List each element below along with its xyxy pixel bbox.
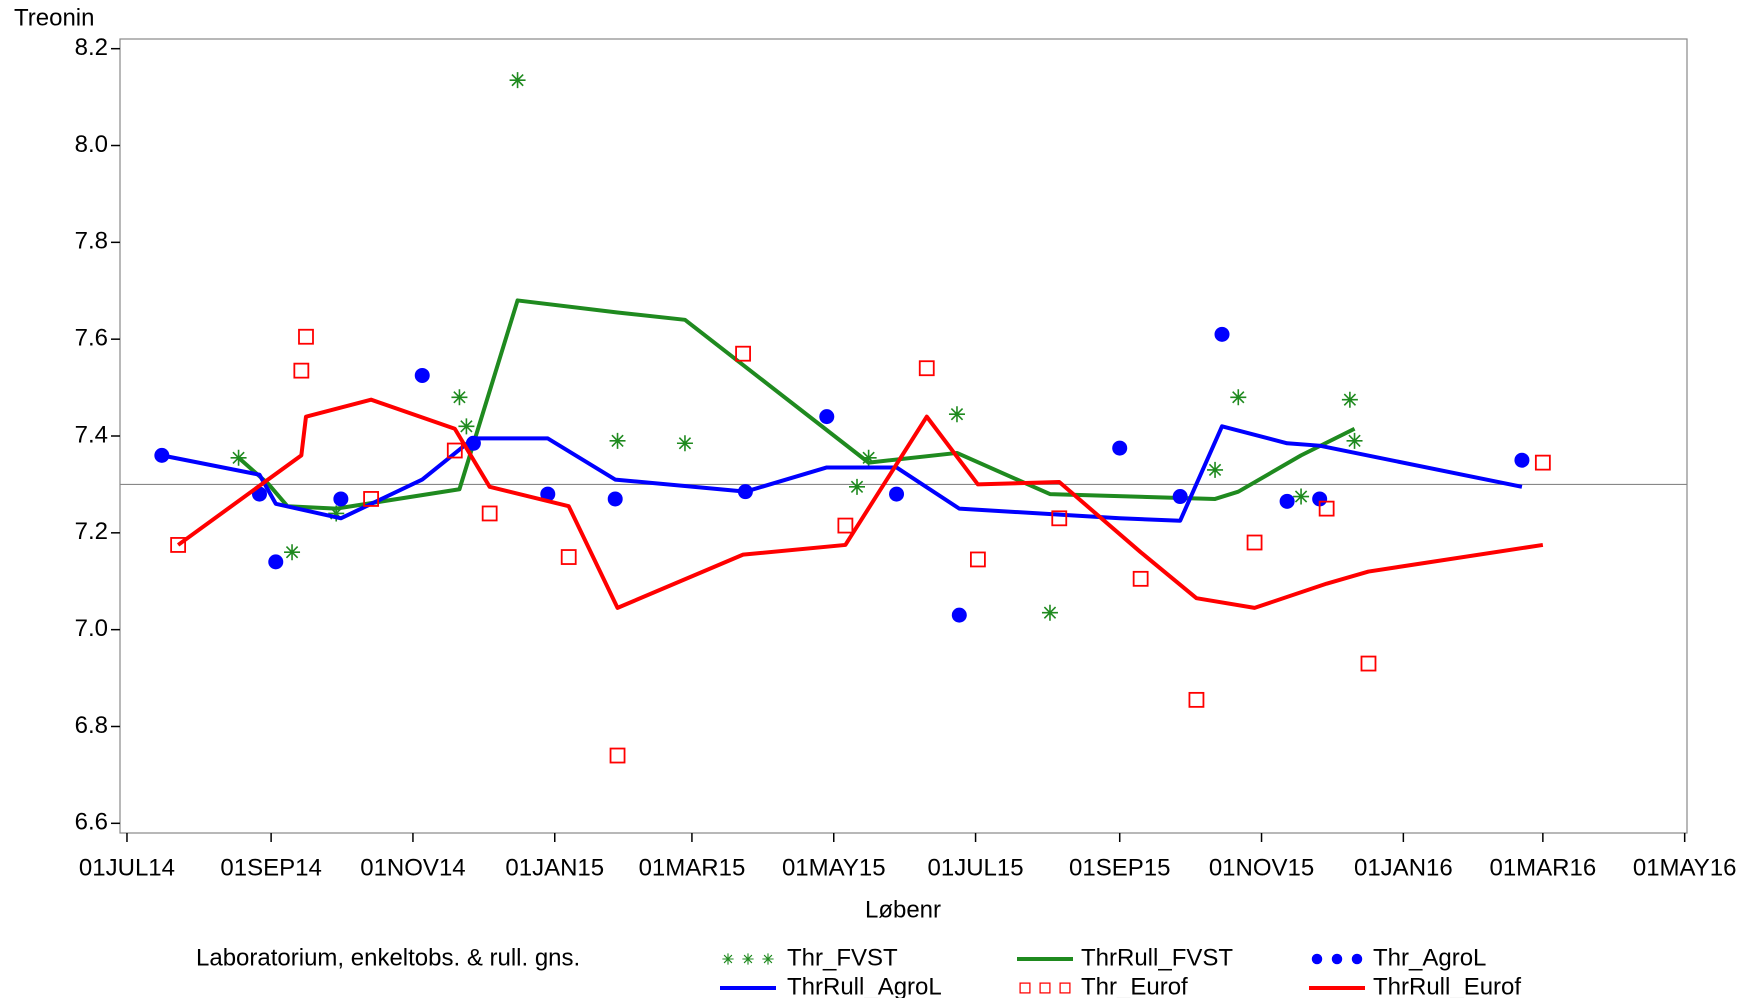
legend-symbol bbox=[722, 953, 734, 965]
marker bbox=[1172, 489, 1188, 505]
y-tick-label: 8.2 bbox=[75, 34, 108, 61]
x-tick-label: 01NOV15 bbox=[1209, 854, 1314, 881]
y-tick-label: 7.0 bbox=[75, 615, 108, 642]
marker bbox=[1312, 491, 1328, 507]
marker bbox=[1318, 500, 1335, 517]
marker bbox=[268, 554, 284, 570]
y-tick-label: 7.6 bbox=[75, 325, 108, 352]
marker bbox=[860, 449, 877, 466]
marker bbox=[1346, 432, 1363, 449]
marker bbox=[540, 486, 556, 502]
legend-item: ThrRull_AgroL bbox=[720, 973, 942, 998]
marker bbox=[560, 549, 577, 565]
legend-item: Thr_AgroL bbox=[1311, 944, 1486, 971]
marker bbox=[1230, 389, 1247, 406]
marker bbox=[333, 491, 349, 507]
marker bbox=[170, 537, 187, 553]
legend-label: Thr_FVST bbox=[787, 944, 898, 971]
legend-symbol bbox=[1019, 982, 1031, 994]
marker bbox=[509, 72, 526, 89]
legend-symbol bbox=[762, 953, 774, 965]
marker bbox=[918, 360, 935, 377]
x-tick-label: 01MAR15 bbox=[639, 854, 746, 881]
legend-item: ThrRull_FVST bbox=[1017, 944, 1233, 971]
y-tick-label: 6.6 bbox=[75, 809, 108, 836]
marker bbox=[446, 442, 463, 459]
series-line bbox=[237, 298, 1356, 511]
marker bbox=[298, 328, 314, 345]
legend-label: ThrRull_FVST bbox=[1081, 944, 1233, 971]
series-line bbox=[161, 424, 1523, 523]
legend-symbol bbox=[1039, 982, 1051, 994]
legend-title: Laboratorium, enkeltobs. & rull. gns. bbox=[196, 944, 580, 971]
y-tick-label: 6.8 bbox=[75, 712, 108, 739]
marker bbox=[849, 478, 866, 495]
marker bbox=[1246, 534, 1263, 551]
marker bbox=[1514, 452, 1530, 468]
marker bbox=[284, 544, 301, 561]
marker bbox=[889, 486, 905, 502]
legend-label: ThrRull_AgroL bbox=[787, 973, 942, 998]
legend-label: Thr_Eurof bbox=[1081, 973, 1188, 998]
marker bbox=[1041, 604, 1058, 621]
x-tick-label: 01SEP15 bbox=[1069, 854, 1170, 881]
x-tick-label: 01MAY15 bbox=[782, 854, 886, 881]
legend-label: Thr_AgroL bbox=[1373, 944, 1486, 971]
marker bbox=[819, 409, 835, 425]
x-tick-label: 01NOV14 bbox=[360, 854, 465, 881]
x-tick-label: 01MAY16 bbox=[1633, 854, 1737, 881]
legend-label: ThrRull_Eurof bbox=[1373, 973, 1521, 998]
marker bbox=[609, 432, 626, 449]
marker bbox=[969, 551, 986, 568]
legend-symbol bbox=[742, 953, 754, 965]
marker bbox=[481, 505, 498, 522]
marker bbox=[1207, 461, 1224, 478]
legend-item: Thr_Eurof bbox=[1019, 973, 1188, 998]
marker bbox=[837, 517, 854, 534]
x-tick-label: 01SEP14 bbox=[220, 854, 321, 881]
legend-symbol bbox=[1311, 953, 1323, 965]
marker bbox=[363, 491, 379, 507]
marker bbox=[1293, 488, 1310, 505]
marker bbox=[1341, 391, 1358, 408]
legend-symbol bbox=[1351, 953, 1363, 965]
y-tick-label: 7.8 bbox=[75, 228, 108, 255]
marker bbox=[414, 367, 430, 383]
y-tick-label: 7.2 bbox=[75, 518, 108, 545]
x-tick-label: 01MAR16 bbox=[1489, 854, 1596, 881]
marker bbox=[676, 435, 693, 452]
y-axis-title: Treonin bbox=[14, 4, 94, 31]
marker bbox=[293, 362, 310, 379]
x-axis-title: Løbenr bbox=[865, 896, 941, 923]
marker bbox=[948, 406, 965, 423]
marker bbox=[1279, 493, 1295, 509]
marker bbox=[451, 389, 468, 406]
marker bbox=[1360, 655, 1377, 672]
marker bbox=[1132, 570, 1149, 587]
marker bbox=[328, 505, 345, 522]
marker bbox=[1214, 326, 1230, 342]
x-tick-label: 01JUL15 bbox=[928, 854, 1024, 881]
marker bbox=[609, 747, 626, 764]
x-tick-label: 01JAN16 bbox=[1354, 854, 1453, 881]
x-tick-label: 01JAN15 bbox=[505, 854, 604, 881]
marker bbox=[1051, 510, 1068, 527]
marker bbox=[458, 418, 475, 435]
marker bbox=[1188, 691, 1205, 708]
legend-item: Thr_FVST bbox=[722, 944, 898, 971]
x-tick-label: 01JUL14 bbox=[79, 854, 175, 881]
marker bbox=[951, 607, 967, 623]
marker bbox=[607, 491, 623, 507]
y-tick-label: 8.0 bbox=[75, 131, 108, 158]
legend-item: ThrRull_Eurof bbox=[1309, 973, 1521, 998]
y-tick-label: 7.4 bbox=[75, 421, 108, 448]
legend-symbol bbox=[1331, 953, 1343, 965]
marker bbox=[1534, 454, 1551, 471]
series-line bbox=[176, 397, 1544, 610]
marker bbox=[735, 345, 751, 362]
marker bbox=[1112, 440, 1128, 456]
legend-symbol bbox=[1059, 982, 1071, 994]
